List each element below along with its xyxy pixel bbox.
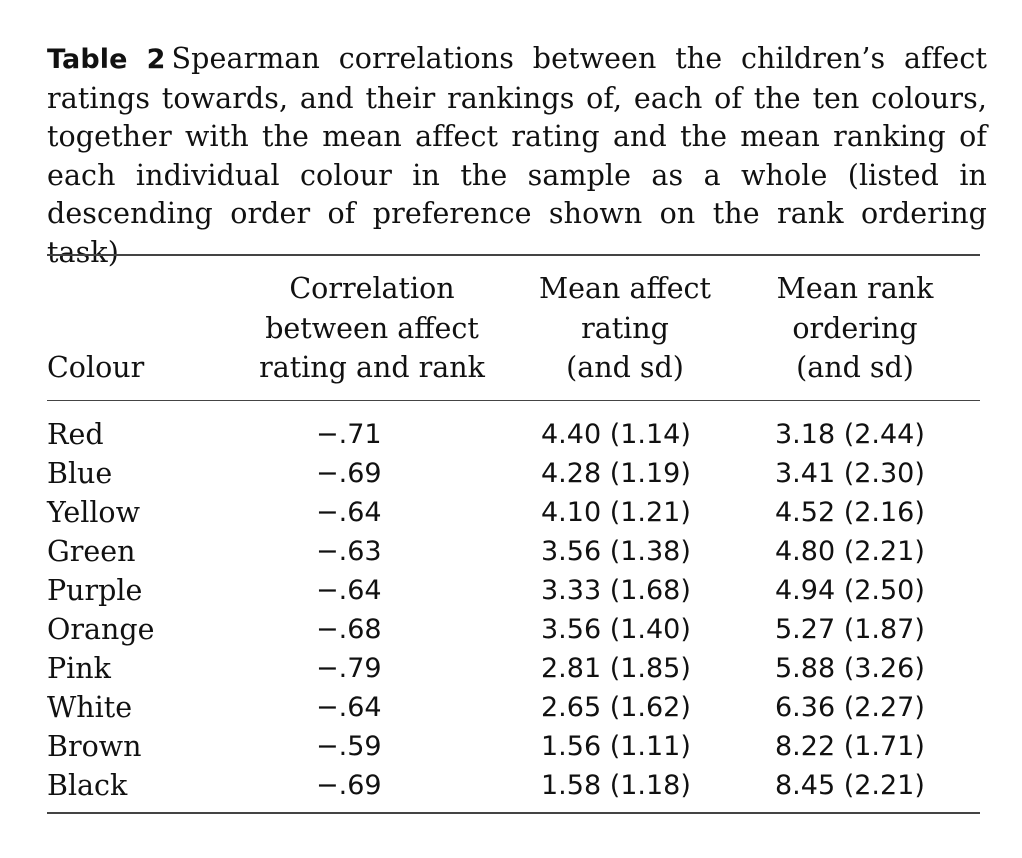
header-mean-rank-line-3: (and sd) (796, 351, 914, 384)
cell-mean-rank: 4.52 (2.16) (775, 497, 925, 528)
cell-mean-rank: 3.18 (2.44) (775, 419, 925, 450)
cell-colour: Blue (47, 457, 113, 490)
table-label: Table 2 (47, 44, 166, 75)
table-body: Red −.71 4.40 (1.14) 3.18 (2.44) Blue −.… (0, 415, 1022, 805)
cell-mean-affect: 1.56 (1.11) (541, 731, 691, 762)
table-header-rule (47, 400, 980, 401)
cell-correlation: −.69 (316, 458, 382, 489)
header-correlation-line-2: between affect (265, 311, 479, 345)
cell-mean-affect: 1.58 (1.18) (541, 770, 691, 801)
cell-mean-rank: 6.36 (2.27) (775, 692, 925, 723)
table-row: Black −.69 1.58 (1.18) 8.45 (2.21) (0, 766, 1022, 805)
cell-mean-affect: 4.10 (1.21) (541, 497, 691, 528)
cell-mean-affect: 4.40 (1.14) (541, 419, 691, 450)
caption-text: Spearman correlations between the childr… (47, 42, 988, 269)
cell-mean-rank: 8.45 (2.21) (775, 770, 925, 801)
cell-correlation: −.59 (316, 731, 382, 762)
cell-mean-rank: 4.94 (2.50) (775, 575, 925, 606)
cell-mean-rank: 8.22 (1.71) (775, 731, 925, 762)
cell-colour: Green (47, 535, 136, 568)
table-bottom-rule (47, 812, 980, 814)
header-mean-affect: Mean affect rating (and sd) (515, 269, 735, 388)
cell-correlation: −.71 (316, 419, 382, 450)
table-row: Yellow −.64 4.10 (1.21) 4.52 (2.16) (0, 493, 1022, 532)
header-correlation: Correlation between affect rating and ra… (232, 269, 512, 388)
header-correlation-line-1: Correlation (289, 272, 455, 305)
cell-mean-affect: 3.56 (1.38) (541, 536, 691, 567)
table-top-rule (47, 254, 980, 256)
cell-correlation: −.69 (316, 770, 382, 801)
cell-mean-rank: 5.27 (1.87) (775, 614, 925, 645)
table-row: Purple −.64 3.33 (1.68) 4.94 (2.50) (0, 571, 1022, 610)
cell-mean-affect: 4.28 (1.19) (541, 458, 691, 489)
header-mean-affect-line-1: Mean affect (539, 272, 711, 305)
cell-colour: Brown (47, 730, 142, 763)
cell-mean-affect: 2.81 (1.85) (541, 653, 691, 684)
cell-correlation: −.63 (316, 536, 382, 567)
header-mean-rank: Mean rank ordering (and sd) (740, 269, 970, 388)
table-row: Orange −.68 3.56 (1.40) 5.27 (1.87) (0, 610, 1022, 649)
table-row: Blue −.69 4.28 (1.19) 3.41 (2.30) (0, 454, 1022, 493)
cell-colour: Yellow (47, 496, 140, 529)
cell-correlation: −.64 (316, 692, 382, 723)
cell-correlation: −.68 (316, 614, 382, 645)
cell-mean-affect: 2.65 (1.62) (541, 692, 691, 723)
cell-colour: Black (47, 769, 128, 802)
cell-colour: Pink (47, 652, 111, 685)
cell-mean-affect: 3.33 (1.68) (541, 575, 691, 606)
table-row: Red −.71 4.40 (1.14) 3.18 (2.44) (0, 415, 1022, 454)
cell-mean-rank: 4.80 (2.21) (775, 536, 925, 567)
header-correlation-line-3: rating and rank (259, 351, 485, 384)
table-row: Brown −.59 1.56 (1.11) 8.22 (1.71) (0, 727, 1022, 766)
cell-colour: Red (47, 418, 104, 451)
header-mean-affect-line-3: (and sd) (566, 351, 684, 384)
table-row: White −.64 2.65 (1.62) 6.36 (2.27) (0, 688, 1022, 727)
table-caption: Table 2 Spearman correlations between the… (47, 40, 987, 272)
cell-mean-rank: 5.88 (3.26) (775, 653, 925, 684)
cell-mean-rank: 3.41 (2.30) (775, 458, 925, 489)
header-mean-rank-line-1: Mean rank (776, 272, 934, 305)
cell-correlation: −.64 (316, 575, 382, 606)
cell-correlation: −.64 (316, 497, 382, 528)
header-colour: Colour (47, 348, 144, 388)
header-mean-rank-line-2: ordering (792, 311, 918, 345)
cell-correlation: −.79 (316, 653, 382, 684)
table-row: Green −.63 3.56 (1.38) 4.80 (2.21) (0, 532, 1022, 571)
header-colour-line: Colour (47, 351, 145, 384)
cell-colour: Orange (47, 613, 155, 646)
cell-mean-affect: 3.56 (1.40) (541, 614, 691, 645)
table-row: Pink −.79 2.81 (1.85) 5.88 (3.26) (0, 649, 1022, 688)
header-mean-affect-line-2: rating (581, 311, 669, 345)
cell-colour: White (47, 691, 133, 724)
cell-colour: Purple (47, 574, 143, 607)
